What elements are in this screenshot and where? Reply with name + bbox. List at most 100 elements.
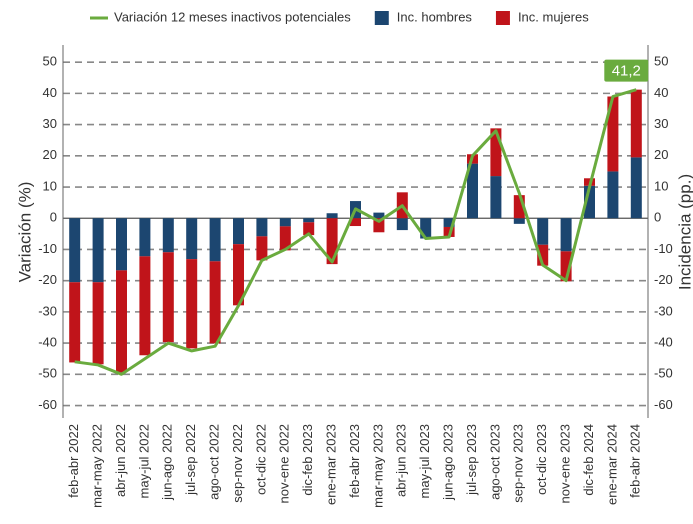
y-tick-label: -30: [38, 303, 57, 318]
bar: [513, 195, 525, 219]
x-tick-label: feb-abr 2022: [66, 424, 81, 498]
bar: [630, 89, 642, 158]
legend-swatch: [495, 11, 510, 25]
x-tick-label: ago-oct 2023: [487, 424, 502, 500]
value-label: 41,2: [612, 63, 641, 80]
y2-tick-label: -60: [654, 397, 673, 412]
bar: [256, 218, 268, 237]
x-tick-label: jul-sep 2022: [183, 424, 198, 496]
y-tick-label: -20: [38, 272, 57, 287]
y2-tick-label: 30: [654, 116, 668, 131]
y2-axis-title: Incidencia (pp.): [675, 174, 693, 290]
bar: [233, 218, 244, 245]
bar: [560, 251, 572, 282]
y2-tick-label: -30: [654, 303, 673, 318]
y-tick-label: -40: [38, 335, 57, 350]
y2-tick-label: 0: [654, 210, 661, 225]
bar: [537, 244, 549, 266]
x-tick-label: feb-abr 2024: [628, 424, 643, 498]
bar: [139, 218, 151, 257]
y2-tick-label: 50: [654, 54, 668, 69]
y2-tick-label: -20: [654, 272, 673, 287]
x-tick-label: feb-abr 2023: [347, 424, 362, 498]
x-tick-label: abr-jun 2023: [394, 424, 409, 497]
y2-tick-label: 10: [654, 178, 668, 193]
y-tick-label: -10: [38, 241, 57, 256]
legend-label: Inc. hombres: [397, 9, 473, 24]
x-tick-label: dic-feb 2024: [581, 424, 596, 496]
bar: [233, 244, 244, 306]
bar: [209, 218, 221, 262]
x-tick-label: sep-nov 2022: [230, 424, 245, 503]
bar: [584, 185, 595, 219]
bar: [467, 163, 478, 219]
bar: [279, 226, 291, 251]
y2-tick-label: 40: [654, 85, 668, 100]
bar: [186, 259, 198, 349]
bar: [396, 218, 408, 231]
bar: [420, 218, 432, 239]
x-tick-label: may-jul 2022: [136, 424, 151, 498]
bar: [560, 218, 572, 252]
legend-label: Inc. mujeres: [518, 9, 589, 24]
x-tick-label: dic-feb 2023: [300, 424, 315, 496]
legend-label: Variación 12 meses inactivos potenciales: [114, 9, 351, 24]
bar: [162, 218, 174, 253]
bar: [350, 218, 361, 227]
bar: [607, 171, 619, 219]
bar: [537, 218, 549, 245]
y-axis-title: Variación (%): [15, 182, 34, 283]
x-tick-label: mar-may 2022: [90, 424, 105, 508]
bar: [139, 256, 151, 356]
bar: [116, 270, 127, 373]
x-tick-label: ene-mar 2024: [604, 424, 619, 505]
bar: [162, 252, 174, 343]
y2-tick-label: -40: [654, 335, 673, 350]
bar: [303, 218, 315, 223]
bar: [326, 218, 338, 265]
x-tick-label: oct-dic 2022: [253, 424, 268, 495]
bar: [443, 218, 455, 227]
y-tick-label: 50: [43, 54, 57, 69]
bar: [209, 261, 221, 344]
x-tick-label: sep-nov 2023: [511, 424, 526, 503]
legend-swatch: [374, 11, 389, 25]
x-tick-label: mar-may 2023: [370, 424, 385, 508]
bar: [630, 157, 642, 219]
x-tick-label: nov-ene 2022: [277, 424, 292, 504]
x-tick-label: ago-oct 2022: [207, 424, 222, 500]
x-tick-label: jun-ago 2023: [441, 424, 456, 501]
x-tick-label: jun-ago 2022: [160, 424, 175, 501]
bar: [513, 218, 525, 224]
bar: [490, 176, 502, 219]
bar: [373, 212, 385, 219]
bar: [303, 222, 315, 236]
line: [74, 88, 637, 376]
x-tick-label: ene-mar 2023: [324, 424, 339, 505]
y2-tick-label: -50: [654, 366, 673, 381]
y-tick-label: 0: [50, 210, 57, 225]
y2-tick-label: -10: [654, 241, 673, 256]
bar: [256, 236, 268, 261]
x-tick-label: oct-dic 2023: [534, 424, 549, 495]
y2-tick-label: 20: [654, 147, 668, 162]
bar: [69, 218, 81, 283]
bar: [92, 282, 104, 365]
y-tick-label: 10: [43, 178, 57, 193]
bar: [373, 218, 385, 233]
x-tick-label: may-jul 2023: [417, 424, 432, 498]
bar: [490, 128, 502, 177]
y-tick-label: -60: [38, 397, 57, 412]
y-tick-label: 30: [43, 116, 57, 131]
x-tick-label: abr-jun 2022: [113, 424, 128, 497]
x-tick-label: nov-ene 2023: [558, 424, 573, 504]
bar: [607, 96, 619, 172]
bar: [69, 282, 81, 363]
x-tick-label: jul-sep 2023: [464, 424, 479, 496]
y-tick-label: -50: [38, 366, 57, 381]
y-tick-label: 20: [43, 147, 57, 162]
value-label-box: [604, 59, 649, 82]
bar: [116, 218, 127, 271]
bar: [92, 218, 104, 283]
